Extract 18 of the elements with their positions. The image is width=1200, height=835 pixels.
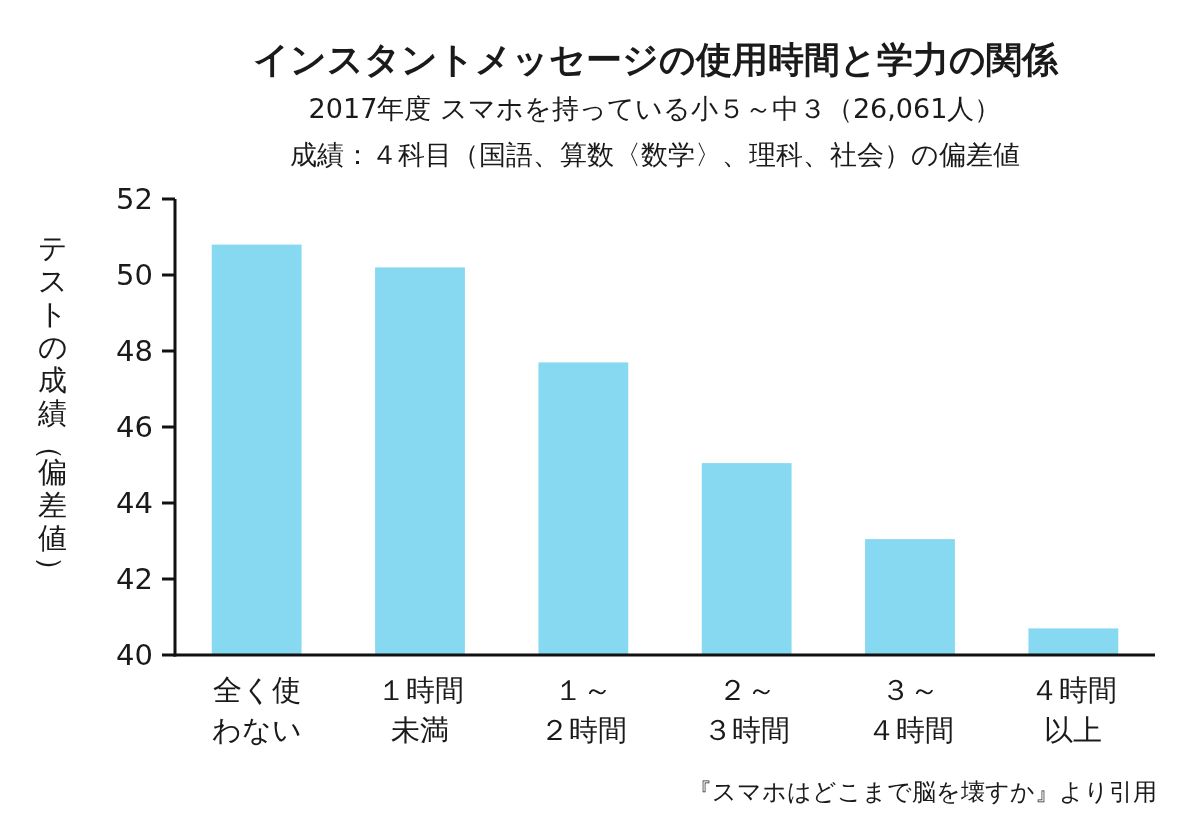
y-tick-label: 42 bbox=[116, 562, 153, 596]
y-axis-title: テストの成績（偏差値） bbox=[34, 231, 68, 585]
chart-title: インスタントメッセージの使用時間と学力の関係 bbox=[252, 39, 1059, 80]
y-tick-label: 48 bbox=[116, 334, 153, 368]
chart-subtitle: 2017年度 スマホを持っている小５～中３（26,061人） bbox=[308, 93, 1002, 124]
y-tick-label: 40 bbox=[116, 638, 153, 672]
y-tick-label: 44 bbox=[116, 486, 153, 520]
x-tick-label: １～２時間 bbox=[539, 673, 627, 747]
text: 成績：４科目（国語、算数〈数学〉、理科、社会）の偏差値 bbox=[290, 139, 1020, 170]
x-tick-label: ３～４時間 bbox=[866, 673, 954, 747]
x-tick-label: ４時間以上 bbox=[1029, 673, 1117, 747]
x-tick-label: 全く使わない bbox=[211, 673, 302, 747]
y-tick-label: 46 bbox=[116, 410, 153, 444]
text: 『スマホはどこまで脳を壊すか』より引用 bbox=[688, 778, 1157, 806]
y-tick-label: 52 bbox=[116, 182, 153, 216]
x-tick-label: １時間未満 bbox=[376, 673, 464, 747]
x-tick-label: ２～３時間 bbox=[703, 673, 791, 747]
y-tick-label: 50 bbox=[116, 258, 153, 292]
